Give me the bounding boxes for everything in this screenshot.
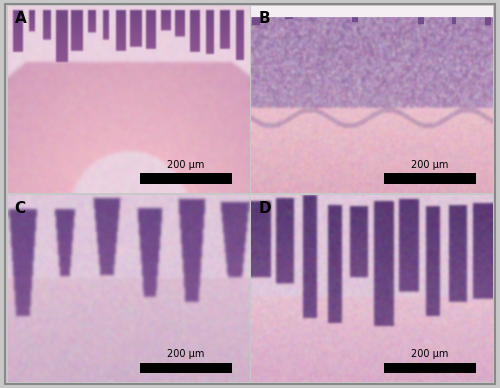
Text: C: C: [14, 201, 26, 216]
Bar: [140, 173, 232, 184]
Text: D: D: [258, 201, 271, 216]
Bar: [140, 362, 232, 373]
Text: B: B: [258, 11, 270, 26]
Text: 200 μm: 200 μm: [411, 159, 449, 170]
Text: 200 μm: 200 μm: [168, 159, 204, 170]
Bar: [384, 173, 476, 184]
Bar: [384, 362, 476, 373]
Text: 200 μm: 200 μm: [411, 349, 449, 359]
Text: 200 μm: 200 μm: [168, 349, 204, 359]
Text: A: A: [14, 11, 26, 26]
